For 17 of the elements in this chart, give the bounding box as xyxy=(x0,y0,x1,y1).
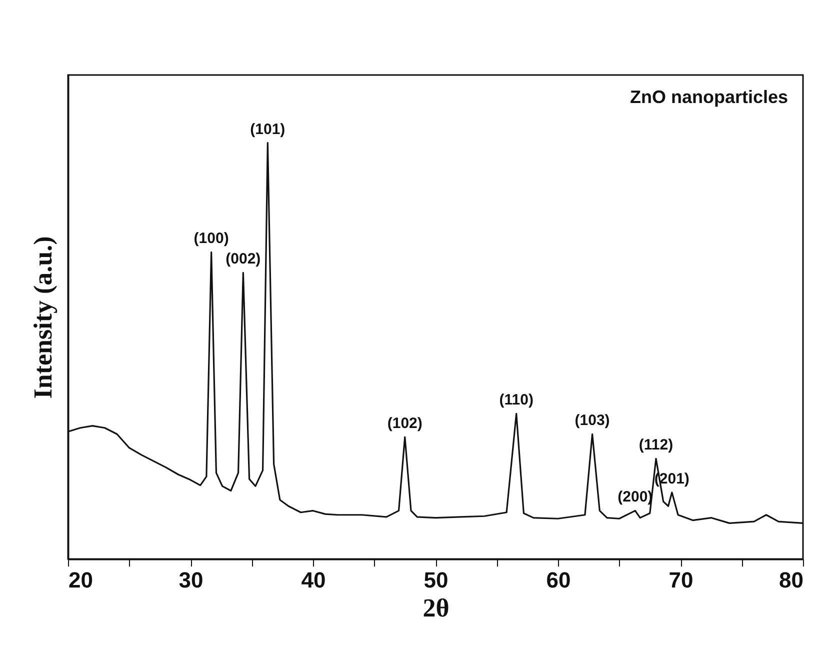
x-tick-label: 60 xyxy=(546,568,571,592)
annotation: (103) xyxy=(574,412,610,430)
x-tick-label: 40 xyxy=(301,568,326,592)
annotation: (100) xyxy=(194,230,229,248)
annotation: (002) xyxy=(226,250,261,268)
x-tick-label: 80 xyxy=(779,568,804,592)
annotation: (101) xyxy=(250,120,286,138)
x-tick-label: 20 xyxy=(68,568,93,592)
y-axis-title: Intensity (a.u.) xyxy=(28,236,58,399)
x-axis-title: 2θ xyxy=(422,594,450,622)
x-tick-label: 30 xyxy=(178,568,204,592)
annotation: (110) xyxy=(499,392,534,409)
text: ZnO nanoparticles xyxy=(630,87,788,107)
x-tick-label: 50 xyxy=(424,568,448,592)
annotation: (112) xyxy=(638,436,674,454)
annotation: (102) xyxy=(387,415,422,432)
x-tick-label: 70 xyxy=(668,568,694,592)
